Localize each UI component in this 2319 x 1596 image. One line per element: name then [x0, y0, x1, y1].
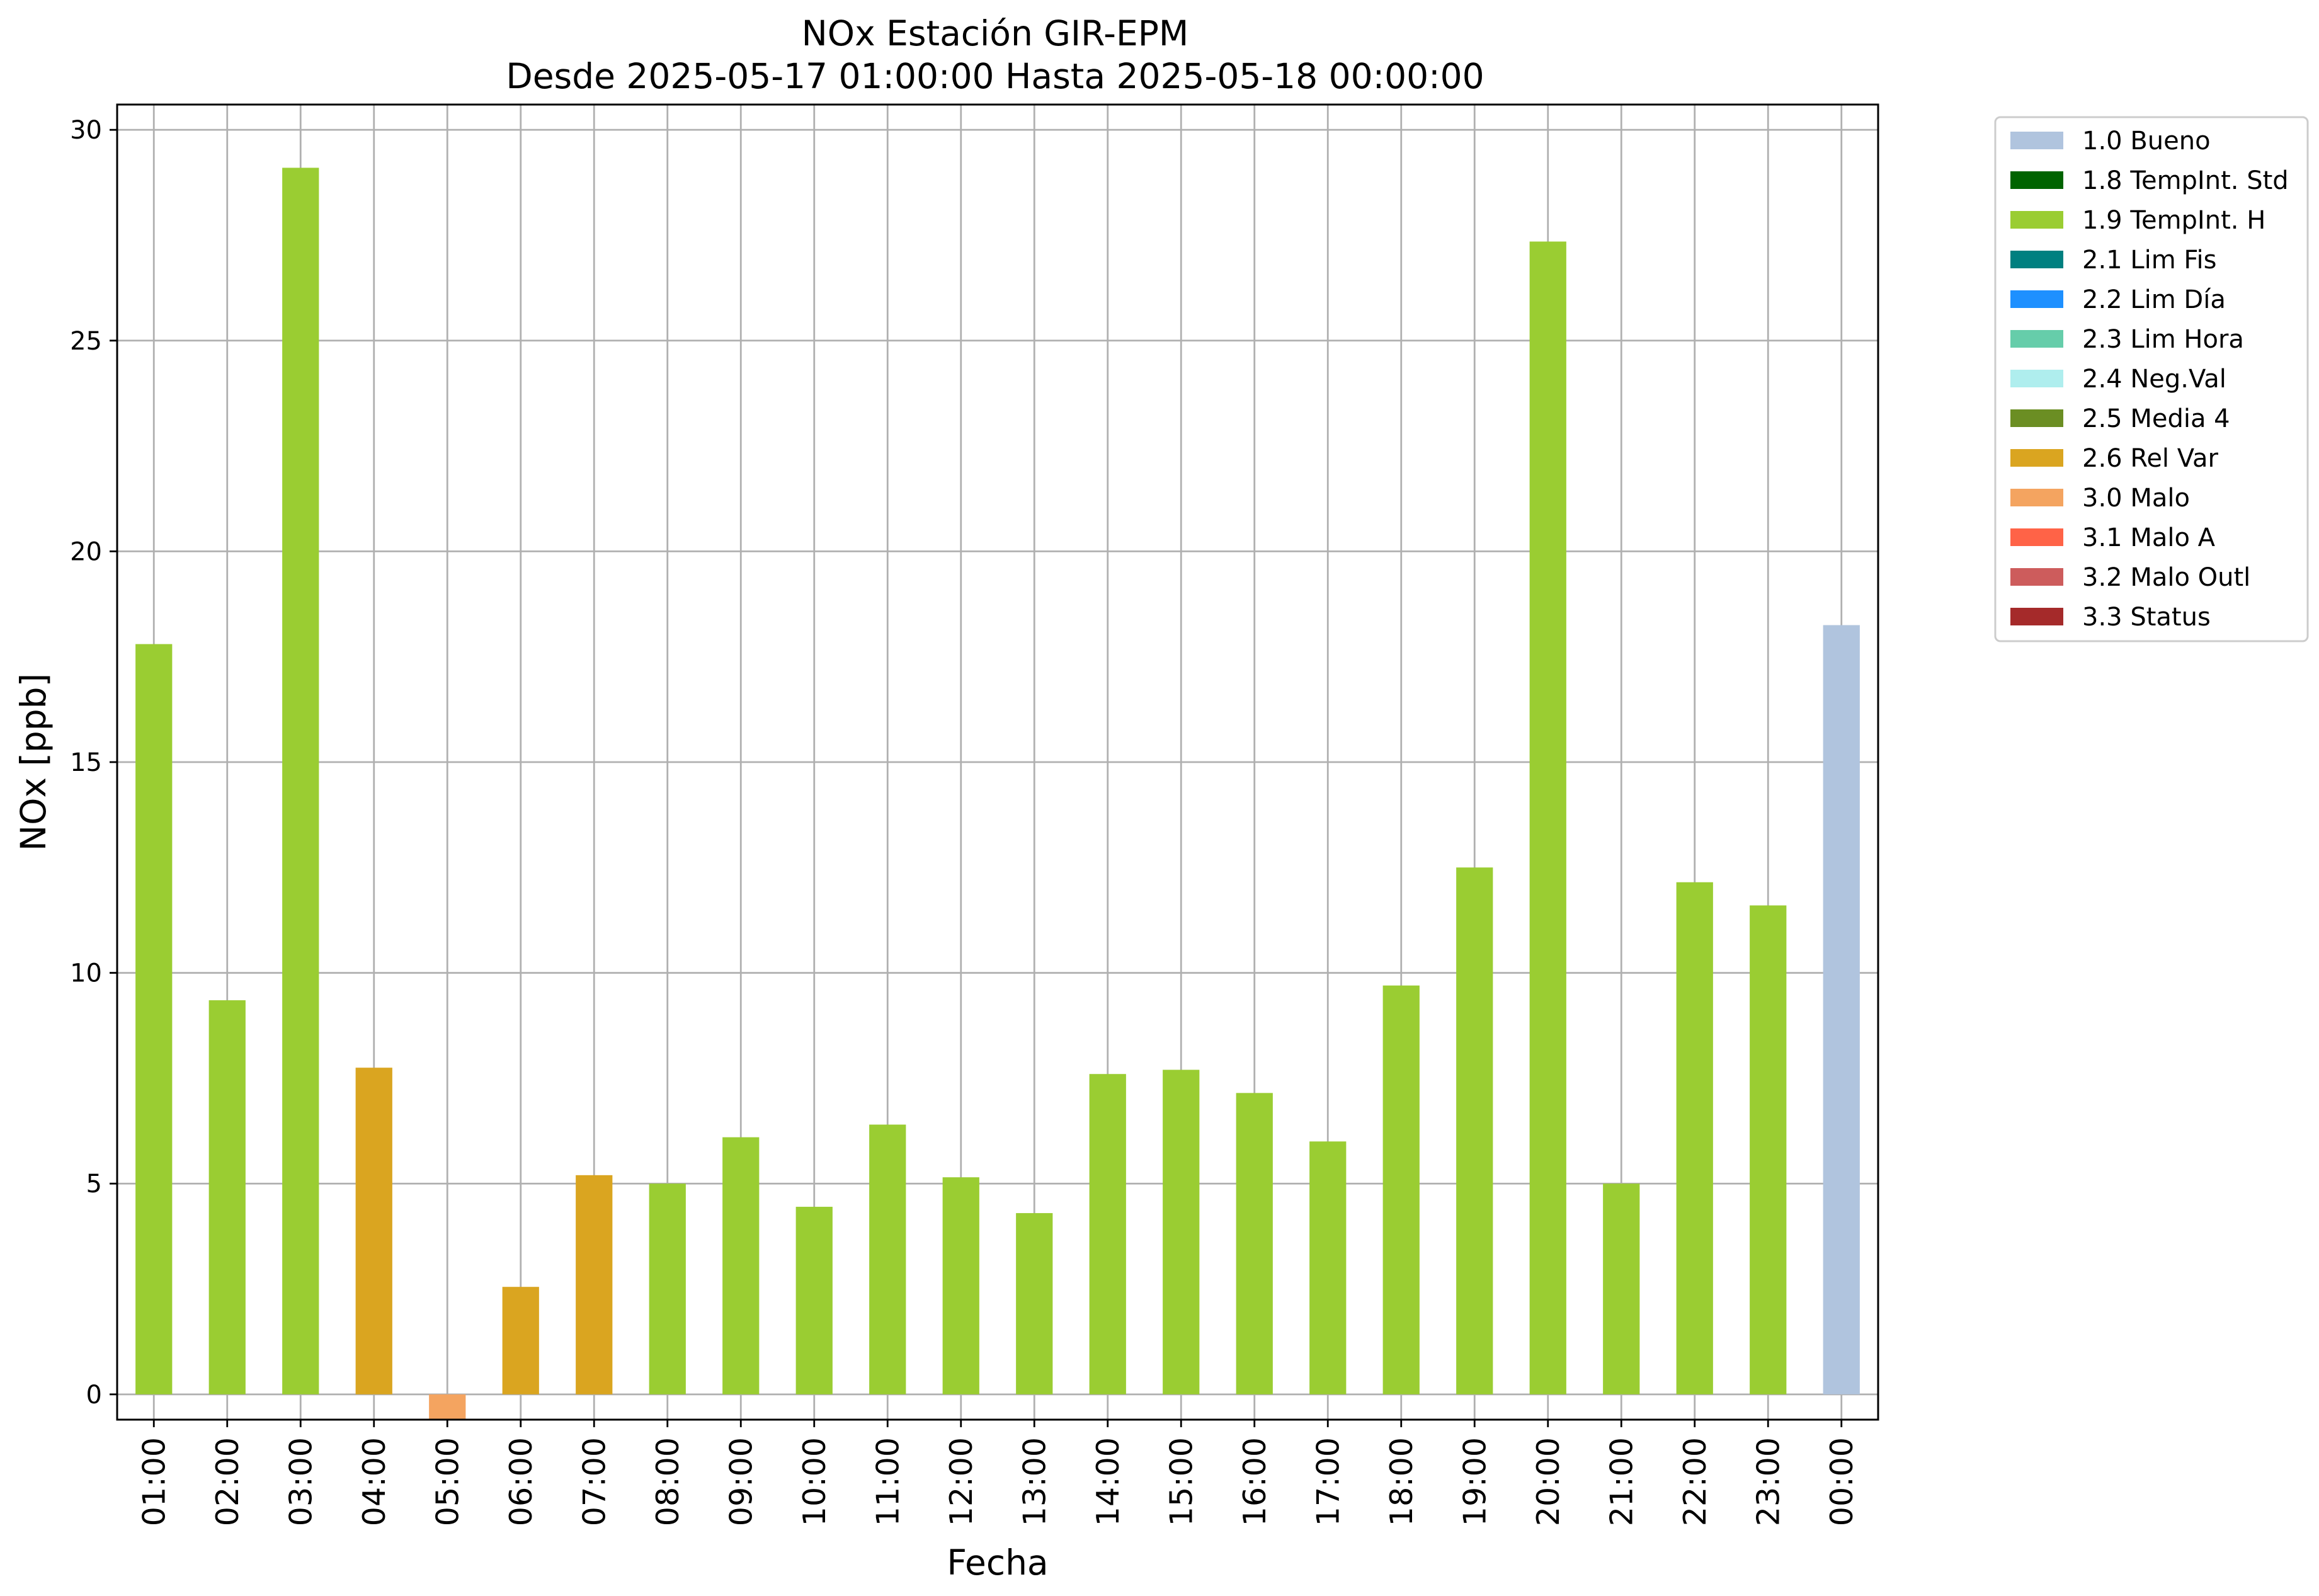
x-tick-label: 15:00: [1163, 1437, 1199, 1526]
x-tick-label: 17:00: [1310, 1437, 1346, 1526]
bar-1400: [1089, 1074, 1126, 1394]
x-tick-label: 02:00: [210, 1437, 246, 1526]
x-tick-label: 12:00: [943, 1437, 979, 1526]
legend-label: 3.0 Malo: [2082, 484, 2190, 513]
legend-swatch: [2010, 489, 2063, 506]
legend-swatch: [2010, 608, 2063, 625]
legend-label: 2.4 Neg.Val: [2082, 365, 2226, 394]
legend-label: 2.2 Lim Día: [2082, 285, 2226, 314]
x-tick-label: 09:00: [723, 1437, 759, 1526]
legend-swatch: [2010, 171, 2063, 189]
bar-0300: [282, 168, 319, 1394]
x-tick-label: 06:00: [503, 1437, 539, 1526]
bar-2300: [1750, 905, 1787, 1394]
legend-label: 3.2 Malo Outl: [2082, 563, 2250, 592]
bar-1000: [795, 1207, 833, 1394]
y-tick-label: 0: [86, 1381, 102, 1410]
bars: [135, 168, 1860, 1420]
y-axis-ticks: 0 5 10 15 20 25 30: [70, 116, 117, 1410]
bar-0600: [502, 1287, 539, 1394]
bar-1200: [942, 1177, 979, 1394]
x-axis-ticks: 01:00 02:00 03:00 04:00 05:00 06:00 07:00 08:00…: [136, 1420, 1860, 1526]
bar-0100: [135, 644, 173, 1394]
legend-swatch: [2010, 568, 2063, 586]
x-tick-label: 07:00: [576, 1437, 612, 1526]
bar-2200: [1676, 882, 1713, 1394]
x-tick-label: 13:00: [1017, 1437, 1052, 1526]
legend-swatch: [2010, 251, 2063, 268]
y-tick-label: 15: [70, 748, 102, 777]
x-tick-label: 16:00: [1237, 1437, 1273, 1526]
x-tick-label: 05:00: [430, 1437, 465, 1526]
y-axis-label: NOx [ppb]: [13, 673, 54, 851]
y-tick-label: 25: [70, 327, 102, 356]
x-tick-label: 18:00: [1384, 1437, 1420, 1526]
x-axis-label: Fecha: [947, 1542, 1048, 1583]
bar-0400: [355, 1068, 392, 1394]
bar-1900: [1456, 867, 1493, 1394]
bar-1500: [1163, 1069, 1200, 1394]
bar-2100: [1603, 1183, 1640, 1394]
legend-label: 2.5 Media 4: [2082, 404, 2230, 433]
chart-subtitle: Desde 2025-05-17 01:00:00 Hasta 2025-05-…: [506, 56, 1484, 96]
x-tick-label: 20:00: [1530, 1437, 1566, 1526]
x-tick-label: 21:00: [1604, 1437, 1639, 1526]
x-tick-label: 08:00: [650, 1437, 686, 1526]
bar-0000: [1823, 625, 1860, 1394]
y-tick-label: 10: [70, 959, 102, 988]
legend-frame: [1994, 116, 2309, 642]
x-tick-label: 22:00: [1677, 1437, 1713, 1526]
chart-title: NOx Estación GIR-EPM: [802, 13, 1189, 54]
y-tick-label: 30: [70, 116, 102, 145]
bar-1700: [1309, 1141, 1347, 1394]
x-tick-label: 04:00: [356, 1437, 392, 1526]
x-tick-label: 23:00: [1750, 1437, 1786, 1526]
x-tick-label: 11:00: [870, 1437, 906, 1526]
legend-swatch: [2010, 211, 2063, 229]
legend-swatch: [2010, 290, 2063, 308]
legend-swatch: [2010, 528, 2063, 546]
legend-label: 1.0 Bueno: [2082, 127, 2211, 156]
bar-0500: [429, 1394, 466, 1420]
legend-swatch: [2010, 330, 2063, 348]
bar-0900: [722, 1137, 760, 1394]
legend-label: 3.1 Malo A: [2082, 523, 2216, 552]
bar-0800: [649, 1183, 686, 1394]
legend: 1.0 Bueno 1.8 TempInt. Std 1.9 TempInt. H 2…: [1994, 116, 2309, 642]
legend-swatch: [2010, 409, 2063, 427]
x-tick-label: 19:00: [1457, 1437, 1493, 1526]
y-tick-label: 20: [70, 537, 102, 566]
y-gridlines: [117, 128, 1878, 1396]
legend-label: 3.3 Status: [2082, 603, 2211, 632]
y-tick-label: 5: [86, 1170, 102, 1199]
x-tick-label: 14:00: [1090, 1437, 1126, 1526]
bar-0700: [576, 1175, 613, 1394]
legend-label: 2.6 Rel Var: [2082, 444, 2219, 473]
bar-1300: [1016, 1213, 1053, 1394]
x-tick-label: 00:00: [1824, 1437, 1860, 1526]
x-tick-label: 10:00: [797, 1437, 833, 1526]
legend-swatch: [2010, 132, 2063, 149]
legend-label: 2.3 Lim Hora: [2082, 325, 2244, 354]
x-tick-label: 03:00: [283, 1437, 319, 1526]
legend-label: 2.1 Lim Fis: [2082, 246, 2216, 275]
legend-swatch: [2010, 370, 2063, 387]
legend-label: 1.9 TempInt. H: [2082, 206, 2265, 235]
bar-2000: [1529, 241, 1566, 1394]
x-tick-label: 01:00: [136, 1437, 172, 1526]
bar-1800: [1382, 985, 1420, 1394]
legend-label: 1.8 TempInt. Std: [2082, 166, 2289, 195]
bar-1600: [1236, 1093, 1273, 1394]
bar-0200: [208, 1000, 246, 1394]
legend-swatch: [2010, 449, 2063, 467]
bar-1100: [869, 1124, 906, 1394]
